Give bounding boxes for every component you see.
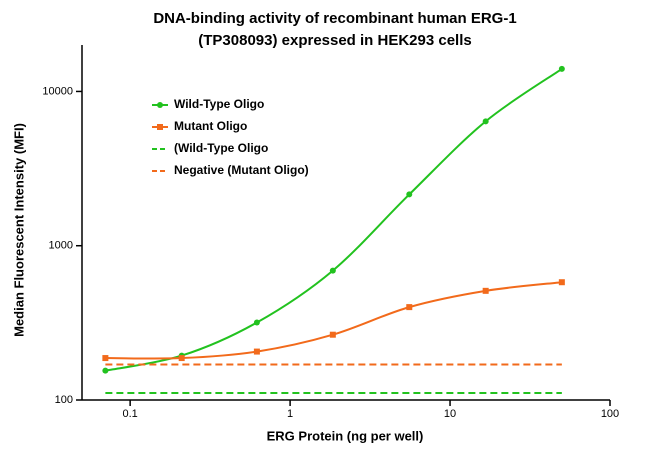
chart-title: DNA-binding activity of recombinant huma… xyxy=(153,10,516,27)
data-point xyxy=(329,267,336,274)
legend-label: Mutant Oligo xyxy=(174,119,247,133)
data-point xyxy=(102,355,109,362)
legend-label: Negative (Mutant Oligo) xyxy=(174,163,309,177)
data-point xyxy=(482,118,489,125)
data-point xyxy=(482,287,489,294)
y-tick-label: 1000 xyxy=(49,240,73,252)
legend-label: Wild-Type Oligo xyxy=(174,97,264,111)
data-point xyxy=(253,319,260,326)
legend-marker xyxy=(157,102,163,108)
x-axis-label: ERG Protein (ng per well) xyxy=(267,428,424,443)
legend-label: (Wild-Type Oligo xyxy=(174,141,268,155)
data-point xyxy=(558,279,565,286)
data-point xyxy=(102,367,109,374)
data-point xyxy=(558,65,565,72)
data-point xyxy=(178,355,185,362)
data-point xyxy=(253,348,260,355)
data-point xyxy=(406,304,413,311)
chart-title: (TP308093) expressed in HEK293 cells xyxy=(198,32,472,49)
data-point xyxy=(406,191,413,198)
series-line xyxy=(105,68,563,372)
y-tick-label: 10000 xyxy=(42,85,73,97)
y-tick-label: 100 xyxy=(55,394,73,406)
y-axis-label: Median Fluorescent Intensity (MFI) xyxy=(11,123,26,337)
x-tick-label: 10 xyxy=(444,408,456,420)
legend-marker xyxy=(157,124,163,130)
x-tick-label: 1 xyxy=(287,408,293,420)
x-tick-label: 0.1 xyxy=(123,408,138,420)
data-point xyxy=(329,331,336,338)
series-line xyxy=(105,281,562,360)
x-tick-label: 100 xyxy=(601,408,619,420)
